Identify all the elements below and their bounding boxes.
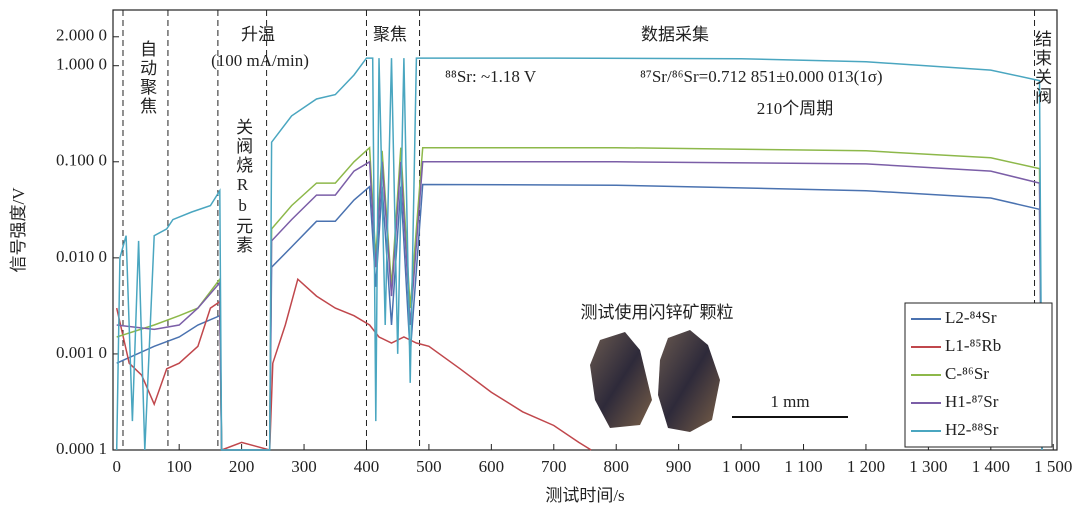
x-tick-label: 800 [603,457,629,476]
legend-label: L1-⁸⁵Rb [945,336,1001,355]
phase-label: 自动聚焦 [137,40,157,116]
y-tick-label: 0.010 0 [56,247,107,266]
x-tick-label: 100 [166,457,192,476]
x-tick-label: 1 400 [972,457,1010,476]
annotation: 1 mm [770,392,809,411]
y-tick-label: 0.100 0 [56,151,107,170]
grain [658,330,720,432]
series-line [116,183,1043,451]
y-tick-label: 2.000 0 [56,26,107,45]
x-tick-label: 0 [112,457,121,476]
y-tick-label: 0.000 1 [56,439,107,458]
x-tick-label: 600 [479,457,505,476]
annotation: ⁸⁸Sr: ~1.18 V [445,67,537,86]
phase-label: 结束关阀 [1032,30,1052,106]
phase-label: 升温 [241,25,275,44]
plot-frame [112,9,1058,451]
series-line [116,160,1043,451]
phase-label: (100 mA/min) [211,51,309,70]
x-tick-label: 1 500 [1034,457,1072,476]
x-tick-label: 200 [229,457,255,476]
x-tick-label: 900 [666,457,692,476]
y-tick-label: 1.000 0 [56,55,107,74]
series-line [115,57,1043,451]
series-line [115,277,592,452]
x-tick-label: 1 300 [909,457,947,476]
annotation: 210个周期 [757,99,834,118]
legend-label: C-⁸⁶Sr [945,364,989,383]
series-line [116,146,1043,451]
legend-label: H1-⁸⁷Sr [945,392,999,411]
legend-label: L2-⁸⁴Sr [945,308,997,327]
y-tick-label: 0.001 0 [56,343,107,362]
x-tick-label: 1 200 [847,457,885,476]
legend-label: H2-⁸⁸Sr [945,420,999,439]
x-tick-label: 500 [416,457,442,476]
grains [590,330,848,432]
phase-label: 聚焦 [373,25,407,44]
x-tick-label: 1 100 [784,457,822,476]
x-tick-label: 1 000 [722,457,760,476]
annotation: ⁸⁷Sr/⁸⁶Sr=0.712 851±0.000 013(1σ) [640,67,883,86]
phase-label: 关阀烧Rb元素 [233,118,253,255]
phase-label: 数据采集 [641,25,709,44]
y-axis-label: 信号强度/V [9,187,28,273]
annotation: 测试使用闪锌矿颗粒 [581,302,734,322]
x-tick-label: 300 [291,457,317,476]
x-axis-label: 测试时间/s [545,486,624,505]
grain [590,332,652,428]
x-tick-label: 700 [541,457,567,476]
x-tick-label: 400 [354,457,380,476]
